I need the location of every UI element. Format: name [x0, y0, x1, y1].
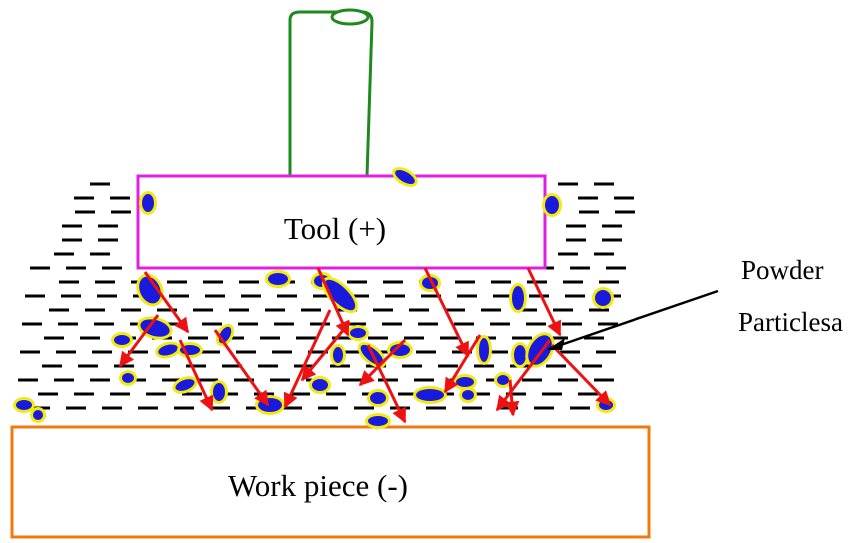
powder-particle — [368, 416, 388, 426]
spark-arrow — [526, 267, 562, 337]
tool-shaft — [288, 8, 374, 177]
powder-particle — [324, 279, 356, 311]
spark-arrow — [118, 314, 160, 368]
callout-leader-line — [548, 289, 719, 351]
powder-particle — [122, 373, 134, 383]
tool-electrode — [136, 174, 547, 270]
powder-particle — [175, 379, 195, 391]
powder-particle — [595, 290, 611, 306]
powder-particle — [456, 377, 474, 387]
powder-particle — [462, 390, 474, 400]
powder-particle — [512, 286, 524, 310]
powder-particle — [268, 273, 288, 285]
powder-particle — [213, 383, 225, 401]
powder-particle — [528, 335, 552, 365]
powder-particle — [370, 392, 386, 404]
powder-particle — [416, 389, 444, 401]
powder-particle — [142, 194, 154, 212]
powder-particle — [350, 328, 366, 338]
powder-particle — [333, 347, 343, 363]
powder-particle — [16, 400, 32, 410]
spark-arrow — [550, 343, 612, 407]
powder-particle — [497, 375, 509, 385]
powder-particles — [13, 167, 616, 429]
powder-particle — [395, 170, 415, 184]
tool-label: Tool (+) — [284, 211, 386, 246]
powder-particle — [545, 196, 559, 214]
workpiece — [10, 425, 651, 539]
powder-particle — [158, 344, 178, 356]
spark-arrow — [300, 321, 352, 382]
callout-arrowhead-icon — [547, 338, 565, 350]
powder-particle — [140, 319, 170, 337]
spark-arrow — [143, 271, 190, 334]
workpiece-label: Work piece (-) — [228, 468, 408, 503]
powder-particle — [390, 344, 410, 356]
spark-arrow — [495, 339, 552, 412]
powder-particle — [479, 338, 489, 362]
spark-arrow — [504, 379, 520, 417]
powder-particle — [139, 276, 161, 304]
powder-particle — [33, 410, 43, 420]
spark-arrow — [213, 329, 270, 407]
spark-arrow — [358, 338, 407, 387]
spark-arrow — [283, 309, 332, 409]
powder-particle — [312, 379, 328, 391]
powder-particle — [514, 345, 526, 365]
spark-arrow — [423, 267, 470, 358]
spark-arrow — [178, 339, 214, 412]
callout-label-line1: Powder — [741, 255, 824, 285]
powder-particle — [258, 398, 282, 412]
spark-arrow — [443, 334, 482, 394]
spark-arrows — [118, 267, 612, 424]
spark-arrow — [316, 267, 350, 337]
callout-label-line2: Particlesa — [738, 307, 843, 337]
spark-arrow — [366, 344, 407, 424]
powder-particle — [114, 335, 130, 345]
